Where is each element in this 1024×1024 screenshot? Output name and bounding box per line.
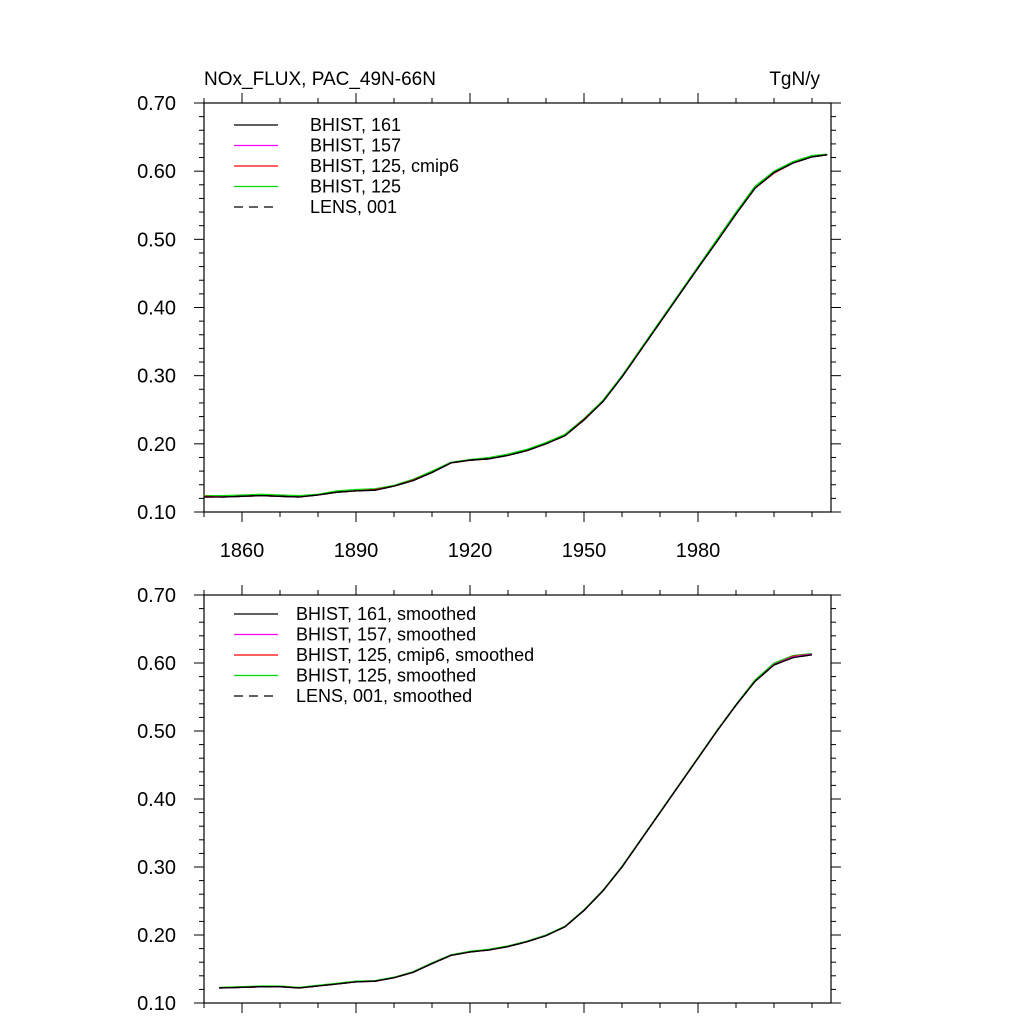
chart-units: TgN/y [769,69,820,90]
y-tick-label: 0.30 [137,366,176,388]
y-tick-label: 0.50 [137,229,176,251]
legend-label: BHIST, 125, cmip6 [310,156,459,176]
y-tick-label: 0.70 [137,93,176,115]
y-tick-label: 0.20 [137,925,176,947]
y-tick-label: 0.10 [137,993,176,1015]
legend-label: BHIST, 125 [310,177,401,197]
plot-frame [203,102,832,513]
legend-label: LENS, 001, smoothed [296,686,472,706]
series-line [204,154,828,498]
legend-label: BHIST, 161 [310,115,401,135]
series-line [204,153,828,497]
series-line [204,154,828,498]
legend-label: BHIST, 125, smoothed [296,666,476,686]
legend-label: BHIST, 161, smoothed [296,604,476,624]
x-tick-label: 1890 [334,540,379,562]
chart-panel-bottom: 0.10 0.20 0.30 0.40 0.50 0.60 0.70 BHIST, 161, … [137,585,841,1015]
y-tick-label: 0.20 [137,434,176,456]
series-line [204,154,828,498]
chart-panel-top: NOx_FLUX, PAC_49N-66N TgN/y 0.10 0.20 0.30… [137,69,841,562]
y-tick-label: 0.30 [137,857,176,879]
x-tick-label: 1920 [448,540,493,562]
y-tick-label: 0.10 [137,502,176,524]
legend-label: BHIST, 157, smoothed [296,625,476,645]
y-tick-label: 0.40 [137,298,176,320]
y-tick-label: 0.60 [137,653,176,675]
x-tick-label: 1860 [220,540,265,562]
y-tick-label: 0.60 [137,161,176,183]
legend-label: BHIST, 125, cmip6, smoothed [296,645,534,665]
legend-label: BHIST, 157 [310,136,401,156]
legend-label: LENS, 001 [310,197,397,217]
series-line [219,654,813,989]
x-tick-label: 1950 [562,540,607,562]
y-tick-label: 0.40 [137,789,176,811]
y-tick-label: 0.50 [137,721,176,743]
chart-title: NOx_FLUX, PAC_49N-66N [204,69,436,90]
x-tick-label: 1980 [676,540,721,562]
series-line [204,154,828,498]
y-tick-label: 0.70 [137,585,176,607]
